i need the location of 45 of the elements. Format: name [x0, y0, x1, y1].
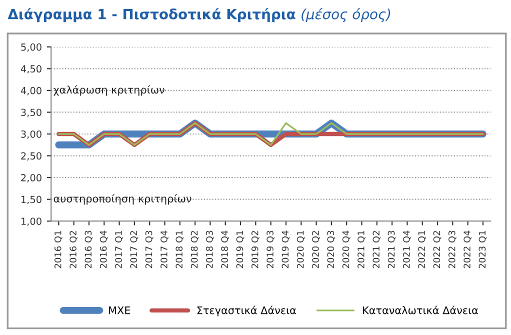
x-tick-label: 2019 Q2	[251, 231, 260, 268]
legend-label: Στεγαστικά Δάνεια	[197, 306, 296, 316]
x-tick-label: 2022 Q4	[464, 230, 472, 268]
y-tick-label: 2,50	[21, 152, 42, 161]
x-tick-label: 2018 Q2	[190, 231, 199, 268]
x-tick-label: 2022 Q3	[448, 230, 456, 268]
x-tick-label: 2020 Q1	[296, 230, 305, 268]
x-tick-label: 2021 Q4	[403, 230, 411, 268]
x-tick-label: 2022 Q2	[433, 231, 442, 268]
x-tick-label: 2017 Q1	[115, 230, 123, 268]
x-tick-label: 2023 Q1	[478, 230, 487, 268]
x-tick-label: 2017 Q3	[145, 230, 154, 268]
y-tick-label: 5,00	[21, 43, 42, 52]
x-tick-label: 2019 Q4	[282, 230, 290, 268]
x-tick-label: 2017 Q2	[130, 231, 138, 268]
x-tick-label: 2021 Q2	[372, 231, 381, 268]
chart-subtitle: (μέσος όρος)	[302, 8, 390, 22]
y-tick-label: 1,50	[21, 196, 42, 204]
y-tick-label: 3,00	[21, 130, 42, 139]
x-tick-label: 2018 Q4	[221, 230, 230, 268]
x-tick-label: 2020 Q3	[327, 230, 336, 268]
x-tick-label: 2020 Q4	[342, 230, 350, 268]
x-tick-label: 2021 Q3	[388, 230, 396, 268]
x-tick-label: 2018 Q1	[176, 230, 184, 268]
x-tick-label: 2016 Q3	[84, 230, 93, 268]
x-tick-label: 2019 Q3	[266, 230, 274, 268]
y-tick-label: 4,00	[20, 86, 42, 96]
x-tick-label: 2021 Q1	[358, 230, 366, 268]
x-tick-label: 2020 Q2	[312, 231, 320, 268]
annotation: αυστηροποίηση κριτηρίων	[54, 194, 192, 205]
x-tick-label: 2016 Q1	[54, 230, 62, 268]
x-tick-label: 2019 Q1	[236, 230, 244, 268]
x-tick-label: 2022 Q1	[418, 230, 426, 268]
y-tick-label: 4,50	[20, 65, 42, 74]
x-tick-label: 2018 Q3	[206, 230, 214, 268]
x-tick-label: 2017 Q4	[160, 230, 168, 268]
annotation: χαλάρωση κριτηρίων	[54, 85, 164, 96]
y-tick-label: 1,00	[21, 218, 42, 226]
y-tick-label: 3,50	[21, 108, 42, 118]
x-tick-label: 2016 Q2	[70, 231, 78, 268]
y-tick-label: 2,00	[21, 174, 42, 182]
chart-title: Διάγραμμα 1 - Πιστοδοτικά Κριτήρια	[8, 8, 296, 22]
x-tick-label: 2016 Q4	[100, 230, 108, 268]
legend-label: Καταναλωτικά Δάνεια	[363, 306, 478, 314]
legend-label: ΜΧΕ	[109, 306, 130, 314]
